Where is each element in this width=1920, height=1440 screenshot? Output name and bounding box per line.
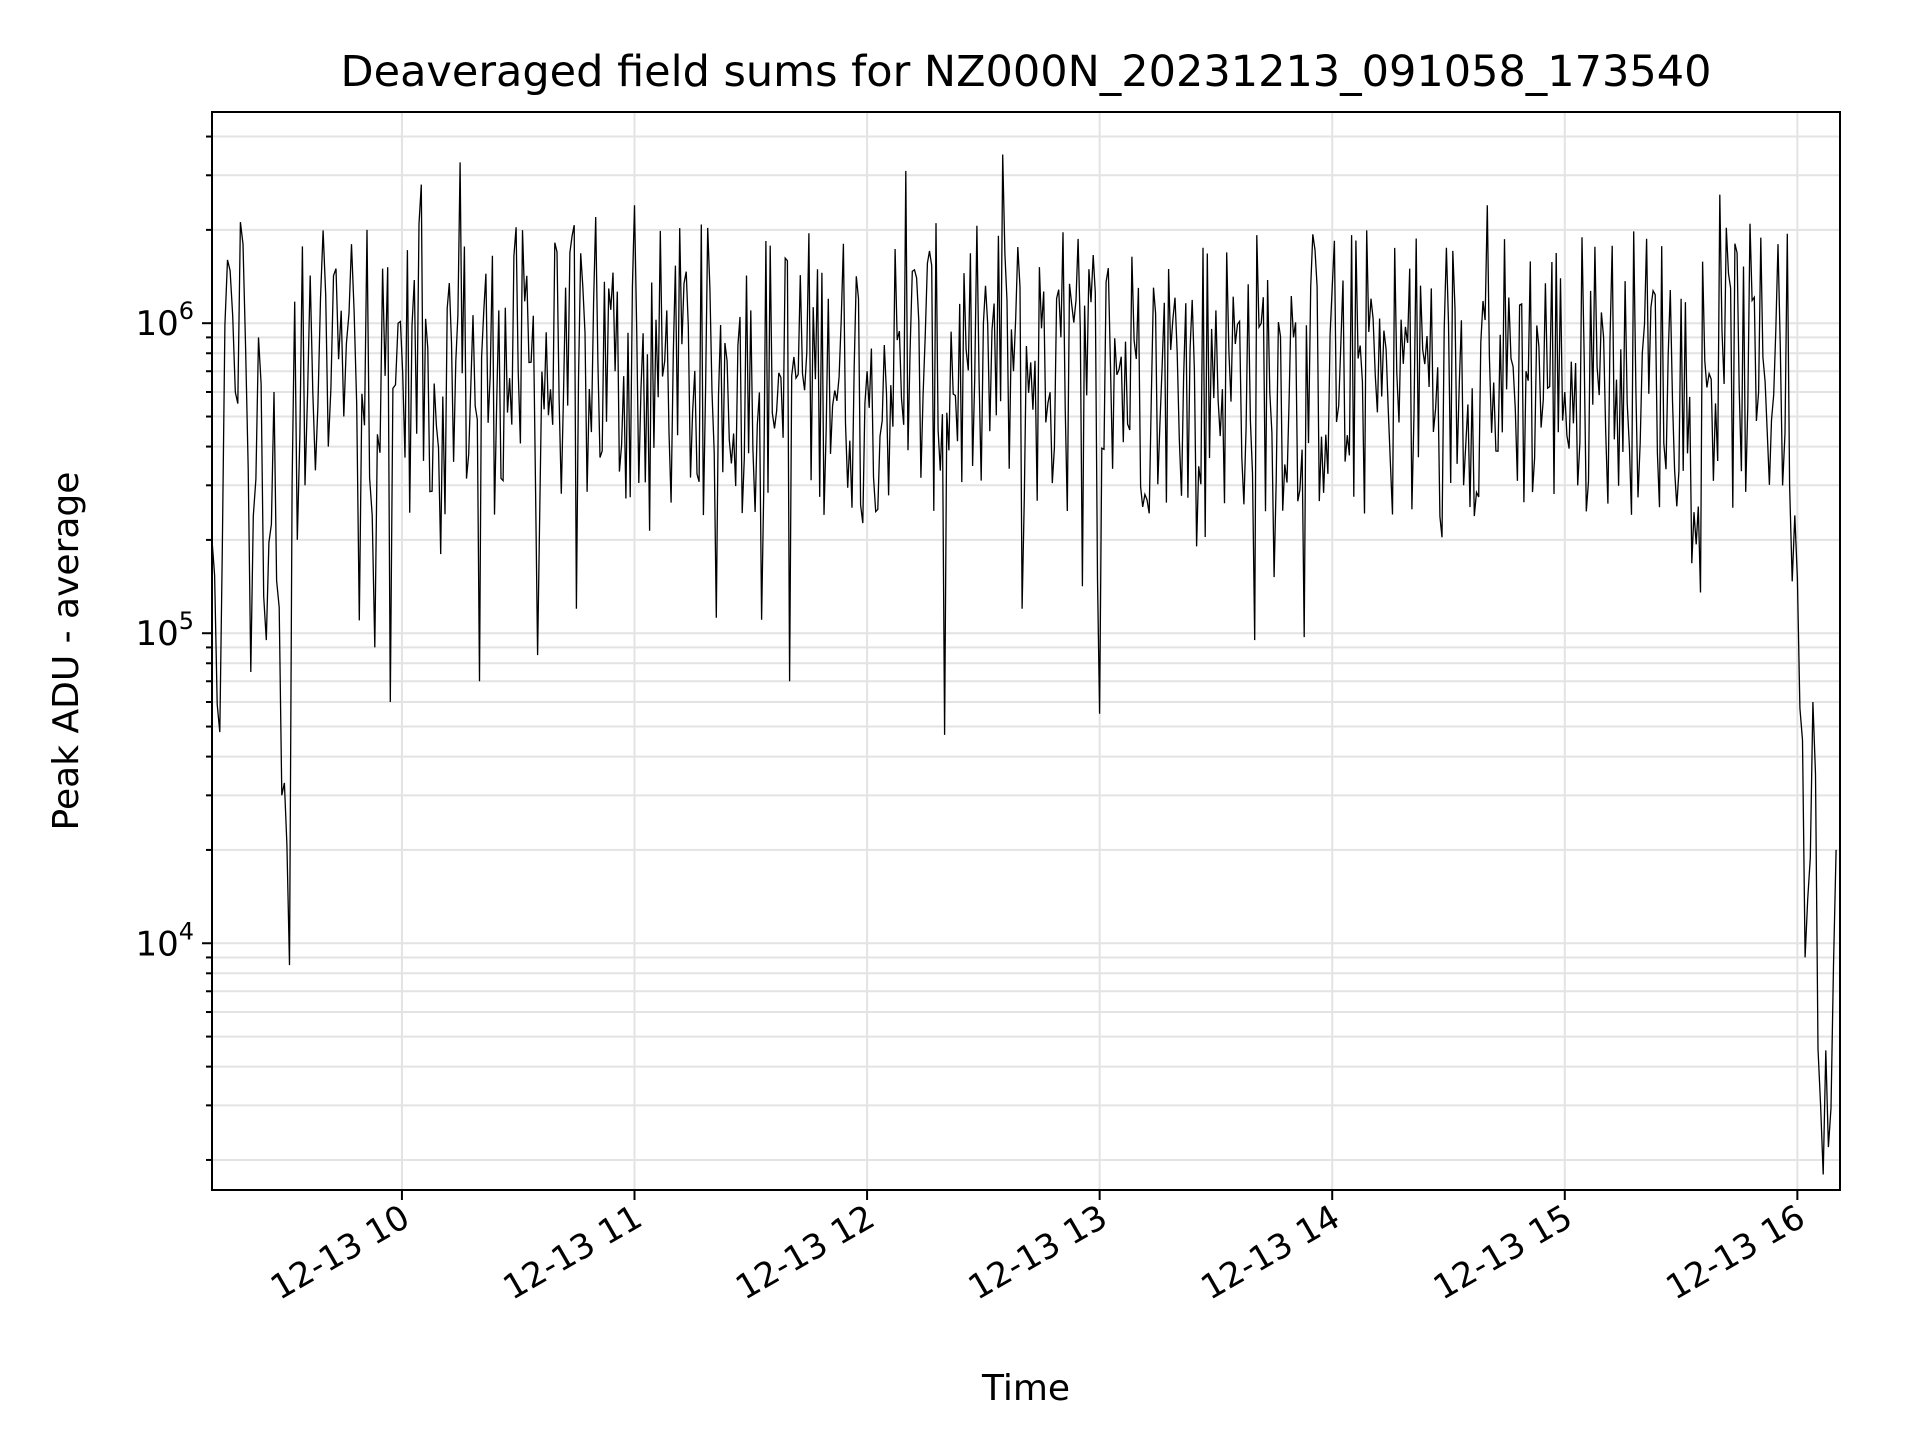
chart-title: Deaveraged field sums for NZ000N_2023121… <box>341 47 1712 97</box>
x-axis-label: Time <box>981 1368 1070 1409</box>
x-tick-label: 12-13 16 <box>1659 1197 1811 1308</box>
y-tick-label: 106 <box>135 297 194 344</box>
y-axis-label: Peak ADU - average <box>46 472 87 831</box>
plot-frame <box>211 111 1841 1191</box>
y-tick-label: 105 <box>135 607 194 654</box>
x-tick-label: 12-13 12 <box>729 1197 881 1308</box>
data-series-line <box>211 154 1837 1175</box>
x-tick-label: 12-13 14 <box>1194 1197 1346 1308</box>
x-tick-label: 12-13 13 <box>962 1197 1114 1308</box>
y-tick-label: 104 <box>135 917 194 964</box>
x-tick-label: 12-13 10 <box>264 1197 416 1308</box>
x-tick-label: 12-13 15 <box>1427 1197 1579 1308</box>
x-tick-label: 12-13 11 <box>497 1197 649 1308</box>
